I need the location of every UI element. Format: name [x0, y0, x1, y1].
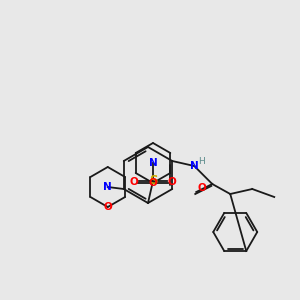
Text: N: N	[190, 161, 199, 171]
Text: H: H	[198, 157, 205, 166]
Text: O: O	[198, 183, 207, 193]
Text: S: S	[149, 175, 157, 188]
Text: N: N	[148, 158, 158, 168]
Text: O: O	[148, 178, 158, 188]
Text: O: O	[130, 177, 138, 187]
Text: O: O	[168, 177, 176, 187]
Text: O: O	[103, 202, 112, 212]
Text: N: N	[103, 182, 112, 192]
